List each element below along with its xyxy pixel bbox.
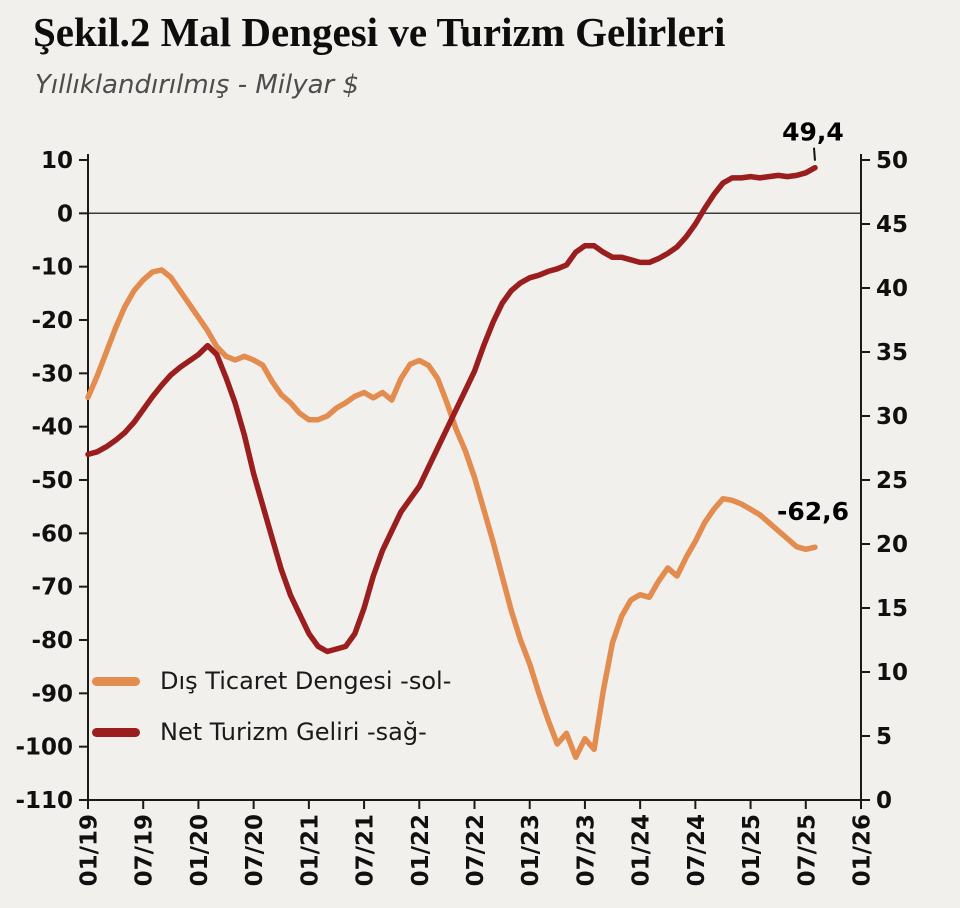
legend-label-tourism: Net Turizm Geliri -sağ- <box>160 718 427 746</box>
x-axis-tick-label: 07/21 <box>353 814 379 886</box>
left-axis-tick-label: -40 <box>31 415 73 441</box>
annotation-label: 49,4 <box>782 118 844 147</box>
annotation-label: -62,6 <box>777 497 849 526</box>
left-axis-tick-label: -70 <box>31 575 73 601</box>
x-axis-tick-label: 07/19 <box>132 814 158 886</box>
x-axis-tick-label: 01/20 <box>187 814 213 886</box>
left-axis-tick-label: -60 <box>31 521 73 547</box>
left-axis-tick-label: 10 <box>41 148 73 174</box>
left-axis-tick-label: -110 <box>15 788 73 814</box>
chart-subtitle: Yıllıklandırılmış - Milyar $ <box>35 70 360 100</box>
x-axis-tick-label: 07/20 <box>242 814 268 886</box>
right-axis-tick-label: 45 <box>876 212 908 238</box>
chart-title: Şekil.2 Mal Dengesi ve Turizm Gelirleri <box>33 9 726 55</box>
right-axis-tick-label: 20 <box>876 532 908 558</box>
right-axis-tick-label: 40 <box>876 276 908 302</box>
left-axis-tick-label: -80 <box>31 628 73 654</box>
right-axis-tick-label: 30 <box>876 404 908 430</box>
left-axis-tick-label: -50 <box>31 468 73 494</box>
legend-item-tourism: Net Turizm Geliri -sağ- <box>92 715 451 749</box>
right-axis-tick-label: 5 <box>876 724 892 750</box>
x-axis-tick-label: 07/22 <box>463 814 489 886</box>
x-axis-tick-label: 07/24 <box>684 814 710 886</box>
x-axis-tick-label: 07/25 <box>794 814 820 886</box>
right-axis-tick-label: 10 <box>876 660 908 686</box>
x-axis-tick-label: 01/25 <box>739 814 765 886</box>
left-axis-tick-label: -100 <box>15 735 73 761</box>
trade-balance-legend-swatch-icon <box>92 676 140 686</box>
legend-label-trade: Dış Ticaret Dengesi -sol- <box>160 667 452 695</box>
x-axis-tick-label: 01/21 <box>297 814 323 886</box>
net-tourism-legend-swatch-icon <box>92 727 140 737</box>
left-axis-tick-label: -20 <box>31 308 73 334</box>
left-axis-tick-label: -90 <box>31 681 73 707</box>
right-axis-tick-label: 15 <box>876 596 908 622</box>
x-axis-tick-label: 07/23 <box>573 814 599 886</box>
legend: Dış Ticaret Dengesi -sol- Net Turizm Gel… <box>92 664 451 749</box>
left-axis-tick-label: -30 <box>31 361 73 387</box>
net-tourism-line <box>85 164 818 655</box>
x-axis-tick-label: 01/23 <box>518 814 544 886</box>
right-axis-tick-label: 0 <box>876 788 892 814</box>
right-axis-tick-label: 25 <box>876 468 908 494</box>
left-axis-tick-label: -10 <box>31 255 73 281</box>
x-axis-tick-label: 01/26 <box>850 814 876 886</box>
x-axis-tick-label: 01/24 <box>629 814 655 886</box>
right-axis-tick-label: 35 <box>876 340 908 366</box>
left-axis-tick-label: 0 <box>57 201 73 227</box>
x-axis-tick-label: 01/22 <box>408 814 434 886</box>
annotation-leader <box>812 147 816 161</box>
legend-item-trade: Dış Ticaret Dengesi -sol- <box>92 664 451 698</box>
right-axis-tick-label: 50 <box>876 148 908 174</box>
x-axis-tick-label: 01/19 <box>77 814 103 886</box>
